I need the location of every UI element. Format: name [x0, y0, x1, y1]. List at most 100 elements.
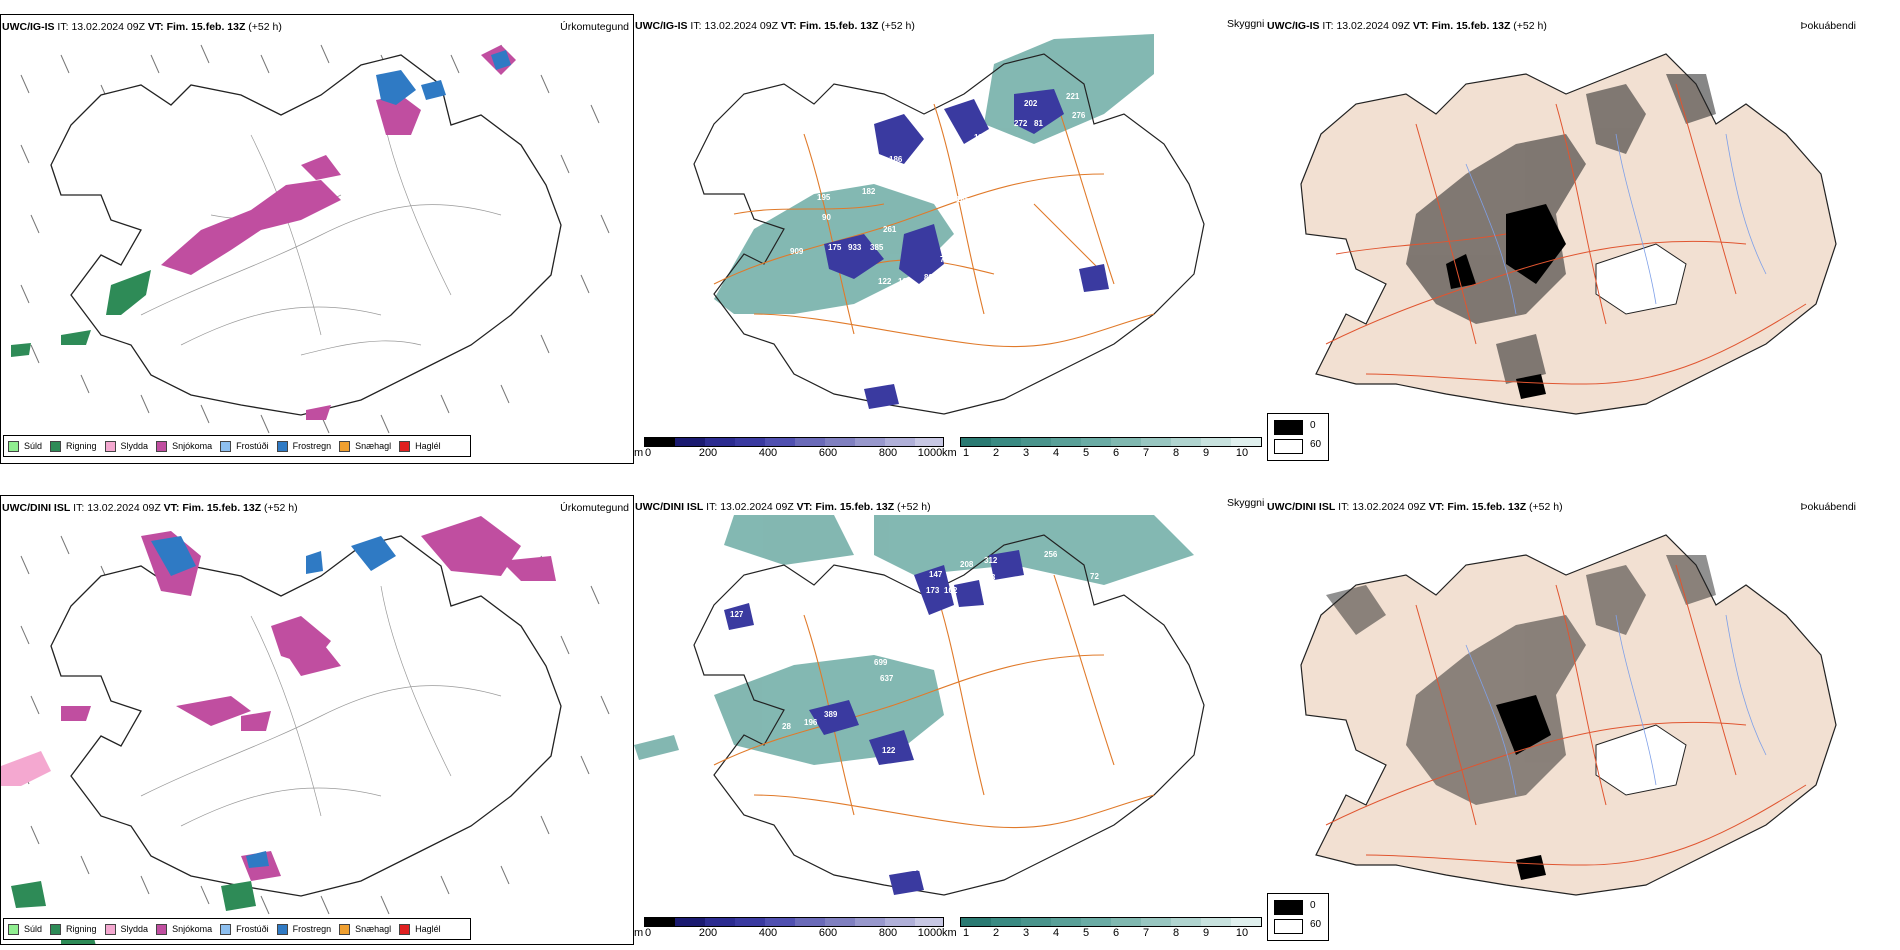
panel-title: UWC/IG-IS IT: 13.02.2024 09Z VT: Fim. 15… [2, 21, 282, 33]
cloud-base-colorbar-cells [644, 437, 944, 447]
visibility-colorbar-cells [960, 437, 1262, 447]
tick-label: 0 [644, 447, 652, 459]
tick-label: 3 [1022, 447, 1030, 459]
visibility-map: 202 221 276 272 81 267 97 113 186 126 25… [693, 34, 1205, 415]
freezing-rain-areas [376, 50, 511, 105]
tick-label: 9 [1202, 447, 1210, 459]
svg-text:208: 208 [960, 560, 974, 569]
tick-label: 1 [962, 927, 970, 939]
svg-text:126: 126 [882, 175, 896, 184]
legend-item: Frostúði [220, 440, 269, 452]
legend-item: Súld [8, 440, 42, 452]
tick-label: 8 [1172, 447, 1180, 459]
wind-barbs [20, 44, 610, 434]
svg-text:07: 07 [934, 387, 943, 396]
legend-item: Rigning [50, 440, 97, 452]
panel-title: UWC/DINI ISL IT: 13.02.2024 09Z VT: Fim.… [635, 501, 931, 513]
svg-text:37: 37 [1102, 133, 1111, 142]
panel-variable-label: Þokuábendi [1800, 20, 1856, 32]
precip-map [11, 44, 610, 434]
tick-label: 4 [1052, 927, 1060, 939]
freezing-rain-areas [151, 536, 396, 868]
svg-text:272: 272 [1014, 119, 1028, 128]
precip-map [1, 516, 610, 944]
legend-item: Snjókoma [156, 440, 212, 452]
svg-text:186: 186 [889, 155, 903, 164]
tick-label: 0 [644, 927, 652, 939]
legend-item: Snæhagl [339, 440, 391, 452]
svg-text:74: 74 [908, 387, 917, 396]
tick-label: 10 [1235, 927, 1249, 939]
roads [1325, 83, 1807, 385]
svg-text:221: 221 [1066, 92, 1080, 101]
tick-label: 10 [1235, 447, 1249, 459]
tick-label: 6 [1112, 447, 1120, 459]
roads [1325, 564, 1807, 866]
legend-item: Frostregn [276, 440, 331, 452]
rivers [1465, 614, 1767, 796]
svg-text:933: 933 [848, 243, 862, 252]
svg-text:213: 213 [982, 573, 996, 582]
svg-text:147: 147 [929, 570, 943, 579]
svg-text:217: 217 [960, 648, 974, 657]
visibility-title: Skyggni [1227, 18, 1265, 30]
cloud-base-colorbar: m 0 200 400 600 800 1000 [634, 437, 944, 459]
tick-label: 600 [818, 927, 838, 939]
visibility-panel-dini: UWC/DINI ISL IT: 13.02.2024 09Z VT: Fim.… [634, 495, 1266, 945]
cloud-base-unit: m [634, 927, 644, 939]
svg-text:183: 183 [940, 297, 954, 306]
tick-label: 200 [698, 447, 718, 459]
legend-item: Frostúði [220, 923, 269, 935]
visibility-colorbar: km 1 2 3 4 5 6 7 8 9 10 [942, 437, 1272, 459]
legend-item: Haglél [399, 440, 441, 452]
tick-label: 6 [1112, 927, 1120, 939]
svg-text:276: 276 [1072, 111, 1086, 120]
svg-text:122: 122 [882, 746, 896, 755]
svg-text:182: 182 [862, 187, 876, 196]
tick-label: 600 [818, 447, 838, 459]
svg-text:267: 267 [994, 133, 1008, 142]
svg-text:28: 28 [782, 722, 791, 731]
svg-text:90: 90 [822, 213, 831, 222]
panel-title: UWC/IG-IS IT: 13.02.2024 09Z VT: Fim. 15… [635, 20, 915, 32]
tick-label: 9 [1202, 927, 1210, 939]
glacier [1595, 243, 1687, 315]
precip-type-legend: Súld Rigning Slydda Snjókoma Frostúði Fr… [3, 435, 471, 457]
fog-legend: 0 60 [1267, 893, 1329, 941]
iceland-land [1300, 534, 1837, 896]
svg-text:122: 122 [878, 277, 892, 286]
low-visibility-areas [634, 515, 1194, 765]
cloud-base-labels: 147 173 102 208 213 312 256 72 280 224 1… [730, 550, 1099, 873]
svg-text:121: 121 [898, 277, 912, 286]
tick-label: 5 [1082, 927, 1090, 939]
cloud-base-colorbar-cells [644, 917, 944, 927]
svg-text:280: 280 [760, 582, 774, 591]
tick-label: 400 [758, 927, 778, 939]
svg-text:195: 195 [817, 193, 831, 202]
fog-dense [1446, 204, 1566, 399]
svg-text:102: 102 [928, 864, 942, 873]
svg-text:72: 72 [1116, 263, 1125, 272]
svg-text:450: 450 [894, 640, 908, 649]
panel-variable-label: Úrkomutegund [560, 502, 629, 514]
svg-text:102: 102 [944, 586, 958, 595]
legend-item: Snjókoma [156, 923, 212, 935]
cloud-base-unit: m [634, 447, 644, 459]
fog-panel-dini: UWC/DINI ISL IT: 13.02.2024 09Z VT: Fim.… [1266, 495, 1900, 945]
svg-text:79: 79 [940, 255, 949, 264]
cloud-base-colorbar: m 0 200 400 600 800 1000 [634, 917, 944, 939]
legend-item: Rigning [50, 923, 97, 935]
svg-text:113: 113 [974, 133, 987, 142]
glacier [1595, 724, 1687, 796]
svg-text:175: 175 [828, 243, 842, 252]
svg-text:389: 389 [824, 710, 838, 719]
fog-shading [1326, 555, 1716, 805]
iceland-outline [693, 53, 1205, 415]
tick-label: 1000 [917, 447, 943, 459]
tick-label: 2 [992, 447, 1000, 459]
tick-label: 4 [1052, 447, 1060, 459]
svg-text:81: 81 [1034, 119, 1043, 128]
svg-text:258: 258 [914, 175, 928, 184]
tick-label: 800 [878, 447, 898, 459]
svg-text:89: 89 [924, 273, 933, 282]
